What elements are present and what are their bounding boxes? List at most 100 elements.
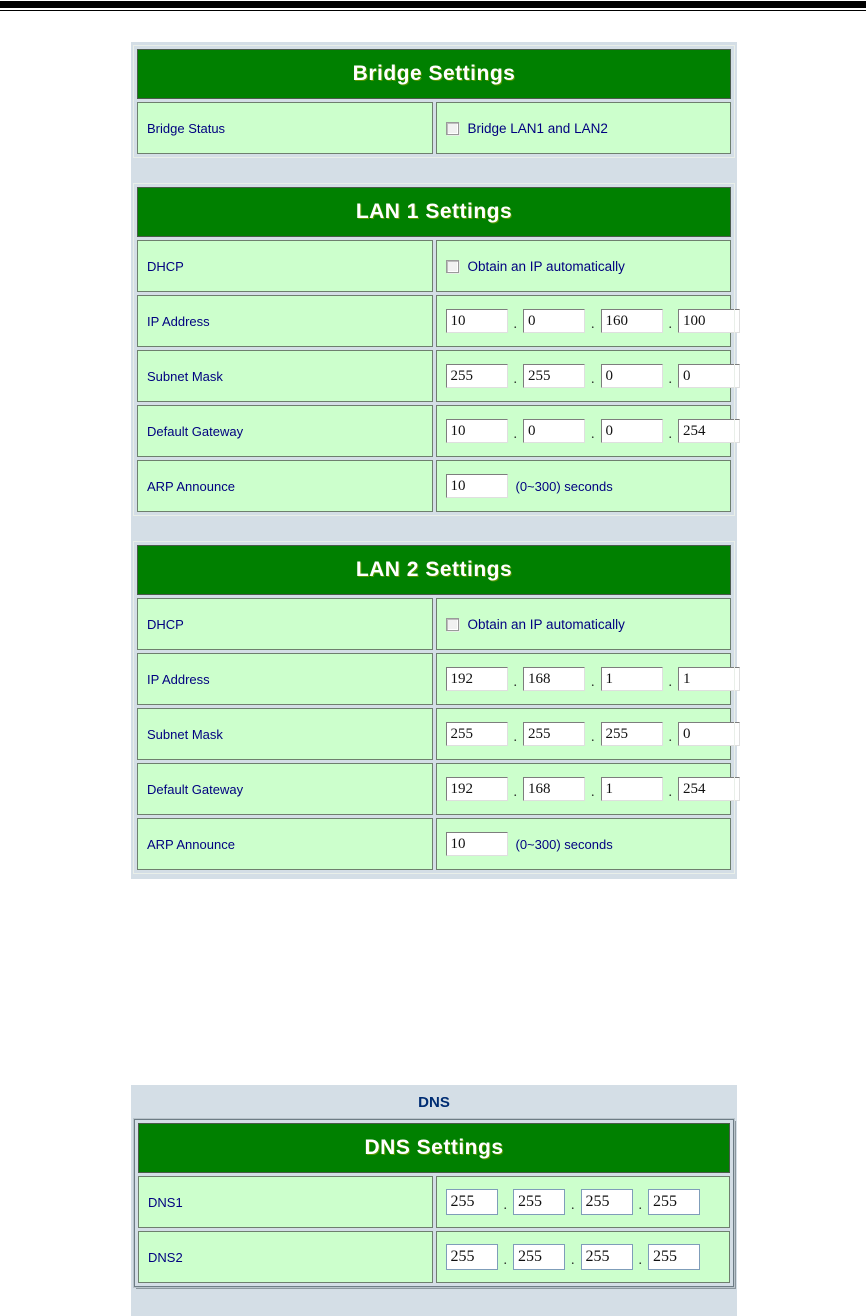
octet-separator: . [668, 317, 673, 332]
dns2-octet-4[interactable] [648, 1244, 700, 1270]
lan1-settings-header: LAN 1 Settings [137, 187, 731, 237]
lan2-arp-announce-input[interactable] [445, 832, 508, 856]
lan2-mask-octet-2[interactable] [523, 722, 585, 746]
octet-separator: . [591, 317, 595, 332]
lan1-mask-octet-3[interactable] [600, 364, 663, 388]
octet-separator: . [513, 730, 518, 745]
bridge-settings-header: Bridge Settings [137, 49, 731, 99]
octet-separator: . [591, 427, 595, 442]
lan1-settings-table: LAN 1 Settings DHCP Obtain an IP automat… [133, 183, 740, 516]
lan1-gateway-octet-1[interactable] [445, 419, 508, 443]
dns-settings-table: DNS Settings DNS1 . . . DNS2 [135, 1120, 733, 1286]
dns2-octet-3[interactable] [580, 1244, 633, 1270]
lan2-gateway-octet-1[interactable] [445, 777, 508, 801]
table-row: DHCP Obtain an IP automatically [137, 598, 731, 650]
table-row: ARP Announce (0~300) seconds [137, 818, 731, 870]
lan1-arp-range-hint: (0~300) seconds [515, 478, 613, 494]
table-row: Default Gateway . . . [137, 405, 740, 457]
octet-separator: . [513, 675, 518, 690]
dns-settings-header: DNS Settings [138, 1123, 730, 1173]
octet-separator: . [513, 427, 518, 442]
lan1-subnet-mask-label: Subnet Mask [137, 350, 433, 402]
octet-separator: . [513, 785, 518, 800]
lan1-arp-announce-input[interactable] [445, 474, 508, 498]
lan2-mask-octet-4[interactable] [678, 722, 740, 746]
lan1-gateway-octet-3[interactable] [600, 419, 663, 443]
dns1-octet-4[interactable] [648, 1189, 700, 1215]
octet-separator: . [503, 1198, 508, 1213]
table-row: Bridge Status Bridge LAN1 and LAN2 [137, 102, 731, 154]
bridge-status-label: Bridge Status [137, 102, 433, 154]
bridge-settings-table: Bridge Settings Bridge Status Bridge LAN… [133, 45, 735, 158]
lan1-gateway-octet-2[interactable] [523, 419, 585, 443]
octet-separator: . [503, 1253, 508, 1268]
lan2-ip-octet-3[interactable] [600, 667, 663, 691]
lan2-dhcp-checkbox[interactable] [445, 617, 459, 631]
bridge-lan1-lan2-checkbox[interactable] [445, 121, 459, 135]
lan1-ip-octet-1[interactable] [445, 309, 508, 333]
lan1-mask-octet-1[interactable] [445, 364, 508, 388]
dns1-octet-3[interactable] [580, 1189, 633, 1215]
lan2-gateway-octet-3[interactable] [600, 777, 663, 801]
lan2-gateway-octet-2[interactable] [523, 777, 585, 801]
dns-table-frame: DNS Settings DNS1 . . . DNS2 [134, 1119, 734, 1287]
dns2-octet-1[interactable] [445, 1244, 498, 1270]
header-rule-thin-line [0, 10, 866, 11]
dns2-octet-2[interactable] [513, 1244, 565, 1270]
lan2-mask-octet-1[interactable] [445, 722, 508, 746]
octet-separator: . [591, 785, 595, 800]
network-settings-screenshot: Bridge Settings Bridge Status Bridge LAN… [131, 42, 740, 879]
lan1-dhcp-label: DHCP [137, 240, 433, 292]
lan2-dhcp-label: DHCP [137, 598, 433, 650]
octet-separator: . [591, 372, 595, 387]
lan1-dhcp-checkbox[interactable] [445, 259, 459, 273]
table-row: ARP Announce (0~300) seconds [137, 460, 731, 512]
table-row: DNS1 . . . [138, 1176, 730, 1228]
octet-separator: . [571, 1198, 575, 1213]
octet-separator: . [638, 1253, 643, 1268]
dns1-octet-1[interactable] [445, 1189, 498, 1215]
table-row: IP Address . . . [137, 295, 740, 347]
lan2-mask-octet-3[interactable] [600, 722, 663, 746]
lan1-mask-octet-4[interactable] [678, 364, 740, 388]
lan2-ip-label: IP Address [137, 653, 433, 705]
octet-separator: . [668, 785, 673, 800]
table-row: Default Gateway . . . [137, 763, 740, 815]
lan2-ip-octet-4[interactable] [678, 667, 740, 691]
lan2-ip-octet-2[interactable] [523, 667, 585, 691]
octet-separator: . [638, 1198, 643, 1213]
lan1-mask-octet-2[interactable] [523, 364, 585, 388]
dns2-label: DNS2 [138, 1231, 433, 1283]
table-row: IP Address . . . [137, 653, 740, 705]
dns1-octet-2[interactable] [513, 1189, 565, 1215]
lan2-settings-table: LAN 2 Settings DHCP Obtain an IP automat… [133, 541, 740, 874]
lan2-gateway-label: Default Gateway [137, 763, 433, 815]
lan1-gateway-octet-4[interactable] [678, 419, 740, 443]
dns-page-caption: DNS [418, 1094, 450, 1111]
octet-separator: . [571, 1253, 575, 1268]
table-row: Subnet Mask . . . [137, 708, 740, 760]
octet-separator: . [668, 372, 673, 387]
table-row: Subnet Mask . . . [137, 350, 740, 402]
lan2-subnet-mask-label: Subnet Mask [137, 708, 433, 760]
table-row: DHCP Obtain an IP automatically [137, 240, 731, 292]
lan2-dhcp-option-label: Obtain an IP automatically [467, 616, 625, 632]
dns1-label: DNS1 [138, 1176, 433, 1228]
lan1-gateway-label: Default Gateway [137, 405, 433, 457]
lan2-arp-range-hint: (0~300) seconds [515, 836, 613, 852]
octet-separator: . [591, 730, 595, 745]
lan2-arp-announce-label: ARP Announce [137, 818, 433, 870]
lan2-ip-octet-1[interactable] [445, 667, 508, 691]
lan1-dhcp-option-label: Obtain an IP automatically [467, 258, 625, 274]
octet-separator: . [513, 317, 518, 332]
lan1-ip-octet-4[interactable] [678, 309, 740, 333]
lan1-arp-announce-label: ARP Announce [137, 460, 433, 512]
lan1-ip-octet-2[interactable] [523, 309, 585, 333]
octet-separator: . [668, 730, 673, 745]
table-row: DNS2 . . . [138, 1231, 730, 1283]
bridge-checkbox-label: Bridge LAN1 and LAN2 [467, 120, 608, 136]
dns-settings-screenshot: DNS DNS Settings DNS1 . . . [131, 1085, 737, 1316]
octet-separator: . [668, 675, 673, 690]
lan1-ip-octet-3[interactable] [600, 309, 663, 333]
lan2-gateway-octet-4[interactable] [678, 777, 740, 801]
